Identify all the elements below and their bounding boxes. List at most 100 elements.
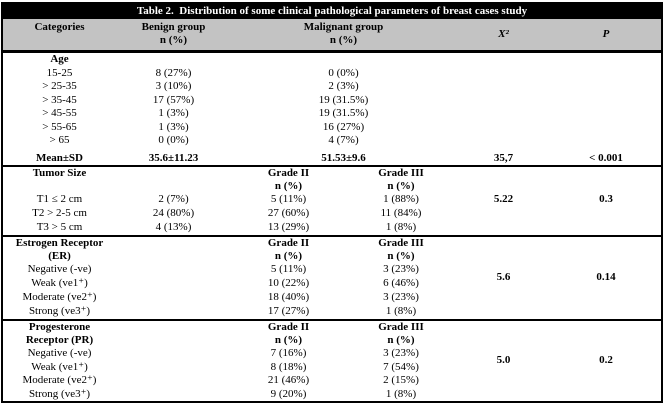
benign-cell (116, 305, 231, 320)
p-cell (551, 207, 661, 221)
chi-cell (456, 107, 551, 121)
category-cell: Strong (ve3⁺) (28, 387, 91, 400)
header-row: Categories Benign group n (%) Malignant … (3, 19, 661, 52)
grade3-cell: 1 (8%) (385, 305, 417, 317)
p-cell (551, 320, 661, 347)
benign-cell (116, 291, 231, 305)
malignant-cell: 2 (3%) (328, 80, 359, 92)
category-cell: T2 > 2-5 cm (32, 207, 87, 219)
grade3-cell: 1 (8%) (385, 387, 417, 400)
category-cell: Mean±SD (36, 151, 83, 164)
table-title: Table 2. Distribution of some clinical p… (3, 4, 661, 19)
p-cell (551, 67, 661, 81)
grade2-cell: 7 (16%) (270, 347, 307, 359)
progesterone-receptor-section: Progesterone Receptor (PR) Grade II n (%… (3, 320, 661, 401)
chi-cell (456, 207, 551, 221)
benign-cell: 3 (10%) (155, 80, 192, 92)
grade2-cell: 9 (20%) (270, 387, 307, 400)
table-row: Weak (ve1⁺) 10 (22%) 6 (46%) (3, 277, 661, 291)
p-cell: 0.2 (599, 354, 613, 366)
chi-cell (456, 52, 551, 67)
chi-cell (456, 291, 551, 305)
mean-sd-row: Mean±SD 35.6±11.23 51.53±9.6 35,7 < 0.00… (3, 148, 661, 167)
grade2-header: Grade II n (%) (267, 237, 310, 262)
category-cell: > 35-45 (42, 93, 77, 106)
chi-cell: 5.22 (493, 193, 514, 205)
p-cell: < 0.001 (589, 151, 623, 164)
category-cell: Negative (-ve) (27, 347, 92, 359)
category-cell: Weak (ve1⁺) (31, 360, 88, 373)
p-cell (551, 52, 661, 67)
p-cell (551, 134, 661, 148)
section-header-row: Age (3, 52, 661, 67)
chi-cell: 35,7 (493, 151, 514, 164)
benign-cell: 35.6±11.23 (148, 151, 199, 164)
grade2-cell: 5 (11%) (270, 193, 307, 205)
chi-cell (456, 67, 551, 81)
benign-cell (116, 388, 231, 402)
chi-cell (456, 388, 551, 402)
grade2-cell: 21 (46%) (267, 374, 310, 386)
benign-cell (116, 263, 231, 277)
grade2-cell: 8 (18%) (270, 360, 307, 373)
malignant-cell: 51.53±9.6 (321, 151, 366, 164)
table-row: T2 > 2-5 cm 24 (80%) 27 (60%) 11 (84%) (3, 207, 661, 221)
malignant-cell: 16 (27%) (322, 120, 365, 133)
benign-cell (116, 166, 231, 193)
table-row: Negative (-ve) 7 (16%) 3 (23%) 5.0 0.2 (3, 347, 661, 366)
benign-cell (116, 320, 231, 347)
p-cell: 0.3 (599, 193, 613, 205)
section-header-row: Estrogen Receptor (ER) Grade II n (%) Gr… (3, 236, 661, 263)
category-cell: 15-25 (46, 66, 73, 79)
chi-cell (456, 221, 551, 236)
grade3-cell: 7 (54%) (383, 360, 419, 373)
benign-cell (116, 52, 231, 67)
benign-cell (116, 361, 231, 375)
grade3-cell: 3 (23%) (383, 263, 419, 275)
malignant-cell: 19 (31.5%) (318, 107, 369, 119)
benign-cell: 4 (13%) (155, 221, 192, 233)
malignant-cell (231, 52, 456, 67)
benign-cell (116, 347, 231, 361)
p-cell (551, 94, 661, 108)
chi-cell (456, 236, 551, 263)
category-cell: T1 ≤ 2 cm (36, 193, 83, 205)
tumor-size-section: Tumor Size Grade II n (%) Grade III n (%… (3, 166, 661, 236)
benign-cell: 17 (57%) (152, 93, 195, 106)
p-cell (551, 374, 661, 388)
chi-cell (456, 305, 551, 320)
grade3-cell: 1 (8%) (385, 221, 417, 233)
chi-cell (456, 80, 551, 94)
grade3-cell: 11 (84%) (380, 207, 422, 219)
category-cell: Negative (-ve) (27, 263, 92, 275)
grade2-cell: 13 (29%) (267, 221, 310, 233)
grade2-cell: 27 (60%) (267, 207, 310, 219)
benign-cell: 0 (0%) (158, 134, 189, 146)
section-label-estrogen-receptor: Estrogen Receptor (ER) (15, 237, 104, 262)
estrogen-receptor-section: Estrogen Receptor (ER) Grade II n (%) Gr… (3, 236, 661, 320)
table-row: > 25-35 3 (10%) 2 (3%) (3, 80, 661, 94)
grade3-cell: 3 (23%) (383, 291, 419, 303)
p-cell (551, 388, 661, 402)
p-cell (551, 107, 661, 121)
grade2-cell: 5 (11%) (270, 263, 307, 275)
category-cell: > 25-35 (42, 80, 77, 92)
table-row: > 35-45 17 (57%) 19 (31.5%) (3, 94, 661, 108)
p-cell (551, 166, 661, 193)
table-row: Weak (ve1⁺) 8 (18%) 7 (54%) (3, 361, 661, 375)
grade2-cell: 10 (22%) (267, 277, 310, 289)
col-header-categories: Categories (3, 19, 116, 52)
table-row: > 45-55 1 (3%) 19 (31.5%) (3, 107, 661, 121)
grade3-cell: 3 (23%) (383, 347, 419, 359)
grade3-header: Grade III n (%) (378, 321, 424, 346)
section-header-row: Progesterone Receptor (PR) Grade II n (%… (3, 320, 661, 347)
benign-cell: 8 (27%) (155, 66, 192, 79)
grade2-header: Grade II n (%) (267, 167, 310, 192)
chi-cell (456, 121, 551, 135)
p-cell (551, 305, 661, 320)
benign-cell: 1 (3%) (158, 107, 189, 119)
category-cell: > 45-55 (42, 107, 77, 119)
table-row: Strong (ve3⁺) 9 (20%) 1 (8%) (3, 388, 661, 402)
section-header-row: Tumor Size Grade II n (%) Grade III n (%… (3, 166, 661, 193)
p-cell (551, 221, 661, 236)
